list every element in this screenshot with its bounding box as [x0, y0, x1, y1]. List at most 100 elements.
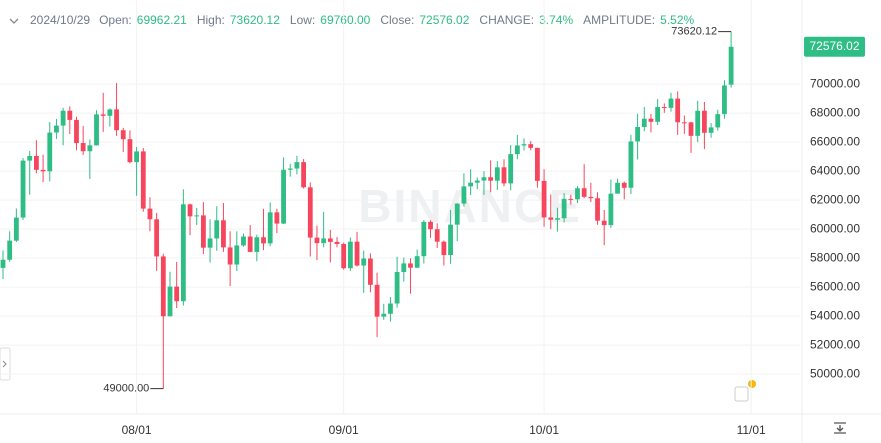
candle-body: [354, 241, 360, 266]
candle-body: [221, 220, 226, 248]
candle-body: [601, 220, 607, 226]
candle-body: [454, 203, 460, 225]
candle-body: [201, 215, 206, 248]
candle-body: [314, 237, 320, 244]
header-label: Open:: [99, 13, 132, 27]
candle-body: [514, 145, 520, 155]
candle-body: [414, 256, 420, 268]
candle-body: [655, 107, 661, 122]
candle-body: [535, 147, 540, 181]
candle-body: [641, 118, 647, 127]
header-label: High:: [197, 13, 225, 27]
candle-body: [568, 198, 574, 200]
x-tick-label: 11/01: [737, 423, 766, 437]
candle-body: [254, 237, 260, 252]
candle-body: [408, 263, 413, 268]
candle-body: [481, 177, 487, 181]
candle-body: [13, 217, 19, 241]
candle-body: [394, 272, 400, 304]
y-tick-label: 60000.00: [810, 221, 860, 235]
candle-body: [301, 162, 306, 188]
high-label: 73620.12: [671, 26, 717, 38]
candle-body: [154, 219, 160, 257]
y-tick-label: 66000.00: [810, 134, 860, 148]
candle-body: [461, 186, 467, 204]
candle-body: [261, 237, 266, 244]
candle-body: [388, 303, 393, 314]
header: 2024/10/29 Open: 69962.21 High: 73620.12 Low:…: [30, 13, 694, 27]
candle-body: [60, 110, 66, 126]
candle-body: [428, 221, 433, 230]
candle-body: [501, 167, 507, 184]
candle-body: [474, 180, 480, 183]
candle-body: [67, 110, 73, 120]
candle-body: [347, 241, 353, 269]
candle-body: [147, 208, 153, 220]
candle-body: [635, 127, 640, 142]
candle-body: [448, 224, 453, 256]
header-value: 69760.00: [320, 13, 370, 27]
candle-body: [207, 238, 213, 248]
collapse-icon[interactable]: [9, 18, 19, 24]
candle-body: [94, 114, 99, 146]
y-tick-label: 58000.00: [810, 250, 860, 264]
candle-body: [160, 256, 166, 317]
candle-body: [675, 98, 681, 123]
y-tick-label: 52000.00: [810, 337, 860, 351]
candle-body: [628, 141, 634, 188]
candle-body: [494, 167, 500, 181]
candle-body: [401, 263, 407, 273]
candle-body: [114, 109, 119, 131]
y-tick-label: 56000.00: [810, 279, 860, 293]
candle-body: [54, 125, 59, 133]
candle-body: [287, 168, 293, 170]
candle-body: [368, 258, 373, 285]
header-label: Close:: [380, 13, 414, 27]
candle-body: [27, 155, 33, 161]
candle-body: [214, 220, 220, 239]
candle-body: [708, 127, 714, 133]
header-date: 2024/10/29: [30, 13, 90, 27]
candle-body: [468, 182, 473, 187]
candle-body: [20, 160, 26, 218]
candle-body: [575, 188, 580, 200]
last-price: 72576.02: [809, 39, 859, 53]
candle-body: [227, 247, 233, 265]
candle-body: [548, 217, 554, 220]
candle-body: [728, 46, 734, 85]
side-tab-arrow: [2, 360, 7, 368]
y-tick-label: 54000.00: [810, 308, 860, 322]
candle-body: [561, 198, 567, 219]
side-tab[interactable]: [0, 347, 11, 381]
y-tick-label: 70000.00: [810, 76, 860, 90]
candle-body: [688, 122, 694, 136]
candle-body: [508, 154, 514, 184]
notes-icon[interactable]: [734, 386, 749, 402]
candle-body: [107, 109, 113, 116]
candle-body: [87, 145, 93, 152]
candle-body: [80, 143, 86, 152]
candle-body: [140, 151, 146, 209]
candle-body: [521, 144, 527, 146]
header-value: 73620.12: [230, 13, 280, 27]
candle-body: [167, 286, 173, 317]
last-price-tag: [804, 36, 865, 57]
candle-body: [488, 177, 494, 181]
header-value: 3.74%: [539, 13, 573, 27]
candle-body: [307, 187, 313, 238]
candle-body: [327, 238, 333, 242]
candle-body: [180, 204, 186, 302]
candle-body: [361, 258, 367, 266]
candle-body: [648, 118, 654, 122]
candle-body: [441, 241, 447, 256]
y-tick-label: 68000.00: [810, 105, 860, 119]
low-label: 49000.00: [103, 383, 149, 395]
candle-body: [541, 180, 547, 218]
candle-body: [555, 218, 560, 220]
candle-body: [234, 245, 240, 265]
candle-body: [581, 188, 587, 197]
candle-body: [267, 212, 273, 244]
scale-icon[interactable]: [834, 422, 846, 434]
candle-body: [40, 169, 46, 172]
